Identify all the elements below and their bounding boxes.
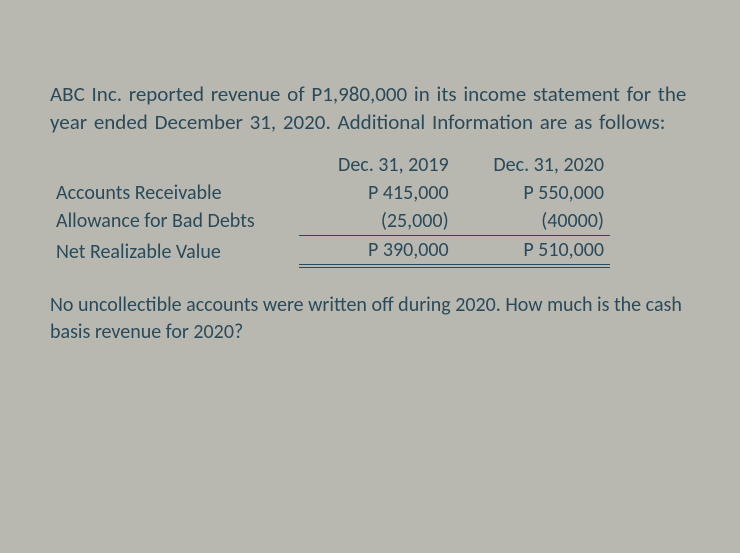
balances-table: Dec. 31, 2019 Dec. 31, 2020 Accounts Rec… — [50, 151, 610, 268]
row-2020: P 550,000 — [455, 179, 610, 207]
row-label: Accounts Receivable — [50, 179, 299, 207]
table-header-row: Dec. 31, 2019 Dec. 31, 2020 — [50, 151, 610, 179]
problem-text: ABC Inc. reported revenue of P1,980,000 … — [50, 80, 690, 346]
table-row: Net Realizable Value P 390,000 P 510,000 — [50, 235, 610, 266]
header-blank — [50, 151, 299, 179]
intro-paragraph: ABC Inc. reported revenue of P1,980,000 … — [50, 80, 690, 137]
table-row: Allowance for Bad Debts (25,000) (40000) — [50, 207, 610, 236]
header-2019: Dec. 31, 2019 — [299, 151, 455, 179]
row-label: Allowance for Bad Debts — [50, 207, 299, 236]
header-2020: Dec. 31, 2020 — [455, 151, 610, 179]
table-row: Accounts Receivable P 415,000 P 550,000 — [50, 179, 610, 207]
row-2020: P 510,000 — [455, 235, 610, 266]
intro-part1: ABC Inc. reported revenue of — [50, 81, 311, 107]
row-2019: P 415,000 — [299, 179, 455, 207]
question-text: No uncollectible accounts were written o… — [50, 292, 690, 346]
row-2019: P 390,000 — [299, 235, 455, 266]
row-2020: (40000) — [455, 207, 610, 236]
row-label: Net Realizable Value — [50, 235, 299, 266]
intro-amount: P1,980,000 — [311, 81, 407, 107]
row-2019: (25,000) — [299, 207, 455, 236]
